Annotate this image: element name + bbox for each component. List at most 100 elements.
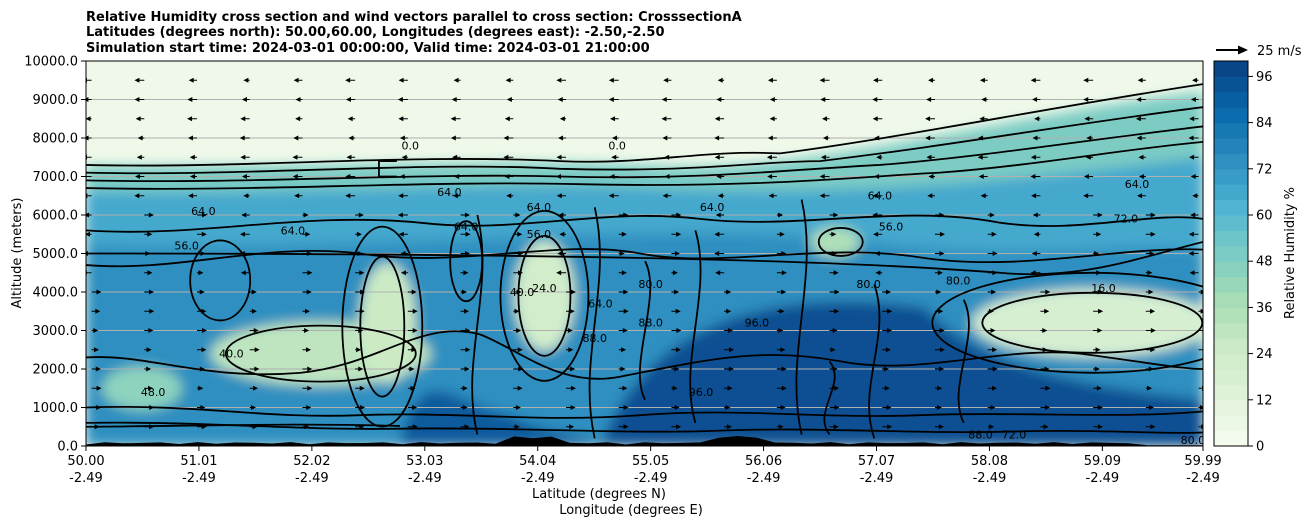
wind-vector-216-head [1031,251,1037,256]
wind-vector-335-head [348,135,354,141]
wind-vector-364-head [714,116,720,122]
colorbar-tick-label-4: 48 [1256,255,1273,270]
wind-vector-44-head [96,385,102,391]
contour-label-9: 64.0 [700,201,725,214]
wind-vector-239-head [1096,231,1102,237]
wind-vector-63-head [1096,385,1102,391]
wind-vector-102-head [830,347,836,353]
wind-vector-55-head [672,385,678,391]
wind-vector-167-head [781,289,787,295]
wind-vector-67-head [146,366,152,372]
wind-vector-397-head [134,77,140,83]
wind-vector-57-head [781,385,787,391]
wind-vector-249-head [464,212,470,218]
wind-vector-228-head [517,231,523,237]
colorbar-label: Relative Humidity % [1283,187,1298,319]
wind-vector-35-head [780,405,786,410]
wind-vector-20-head [1150,424,1156,430]
wind-vector-129-head [1097,328,1103,333]
contour-label-25: 96.0 [745,317,770,330]
contour-label-5: 64.0 [437,186,462,199]
contour-line-2 [86,125,1203,183]
wind-vector-91-head [254,347,260,353]
wind-vector-359-head [450,116,456,122]
wind-vector-143-head [675,308,681,314]
wind-vector-339-head [558,135,564,141]
wind-vector-357-head [347,116,353,122]
wind-vector-47-head [253,385,259,391]
wind-vector-32-head [623,405,629,410]
wind-vector-238-head [1033,231,1039,237]
wind-vector-224-head [305,231,311,237]
wind-vector-292-head [399,174,405,179]
wind-vector-247-head [358,212,364,218]
wind-vector-282-head [1031,193,1037,199]
wind-vector-111-head [148,328,154,333]
wind-vector-130-head [1150,328,1156,333]
contour-vertical-7 [868,284,881,439]
contour-bracket [378,160,397,178]
wind-vector-36-head [834,405,840,410]
wind-vector-389-head [872,97,878,102]
wind-vector-297-head [664,174,670,179]
x-axis-label-longitude: Longitude (degrees E) [559,503,703,518]
contour-closed-6 [931,271,1203,374]
wind-vector-334-head [293,135,299,141]
wind-vector-273-head [556,193,562,199]
colorbar-level-14 [1214,215,1248,231]
wind-vector-183-head [463,270,469,276]
contour-label-13: 72.0 [1114,213,1139,226]
contour-label-2: 64.0 [191,205,216,218]
wind-vector-337-head [450,135,456,141]
x-tick-label-lon-4: -2.49 [521,471,555,486]
wind-vector-266-head [188,193,194,199]
wind-vector-92-head [306,347,312,353]
wind-vector-42-head [1149,405,1155,410]
wind-vector-250-head [515,212,521,218]
wind-vector-118-head [516,328,522,333]
contour-label-21: 40.0 [219,347,244,360]
wind-vector-142-head [623,308,629,314]
wind-vector-46-head [198,385,204,391]
title-line-2: Latitudes (degrees north): 50.00,60.00, … [86,25,665,40]
wind-vector-17-head [989,424,995,430]
wind-vector-289-head [241,174,247,179]
wind-vector-257-head [872,212,878,218]
wind-vector-229-head [559,231,565,237]
contour-label-16: 16.0 [1091,282,1116,295]
contour-label-12: 64.0 [1125,178,1150,191]
wind-vector-402-head [398,77,404,83]
wind-vector-406-head [608,77,614,83]
wind-vector-23-head [149,405,155,410]
contour-vertical-2 [689,230,702,424]
wind-vector-417-head [1192,77,1198,83]
wind-vector-319-head [664,154,670,160]
wind-vector-291-head [345,174,351,179]
wind-vector-237-head [991,231,997,237]
contour-label-20: 72.0 [1002,428,1027,441]
wind-vector-135-head [251,308,257,314]
wind-vector-352-head [86,116,91,122]
wind-vector-193-head [992,270,998,276]
wind-vector-383-head [557,97,563,102]
colorbar-level-7 [1214,322,1248,339]
wind-vector-109-head [1203,347,1208,352]
wind-vector-290-head [292,174,298,179]
wind-vector-80-head [832,366,838,372]
colorbar-tick-label-7: 84 [1256,116,1273,131]
wind-vector-166-head [726,289,732,295]
wind-vector-1-head [149,424,155,430]
wind-vector-298-head [716,174,722,179]
wind-key-label: 25 m/s [1257,44,1302,59]
wind-vector-177-head [147,270,153,276]
wind-vector-245-head [241,212,247,218]
contour-label-18: 88.0 [582,332,607,345]
wind-vector-277-head [768,193,774,199]
wind-vector-200-head [200,251,206,256]
wind-vector-295-head [555,174,561,179]
wind-vector-391-head [981,97,987,102]
wind-vector-138-head [412,308,418,314]
wind-vector-187-head [672,270,678,276]
wind-vector-222-head [201,231,207,237]
wind-vector-280-head [927,193,933,199]
